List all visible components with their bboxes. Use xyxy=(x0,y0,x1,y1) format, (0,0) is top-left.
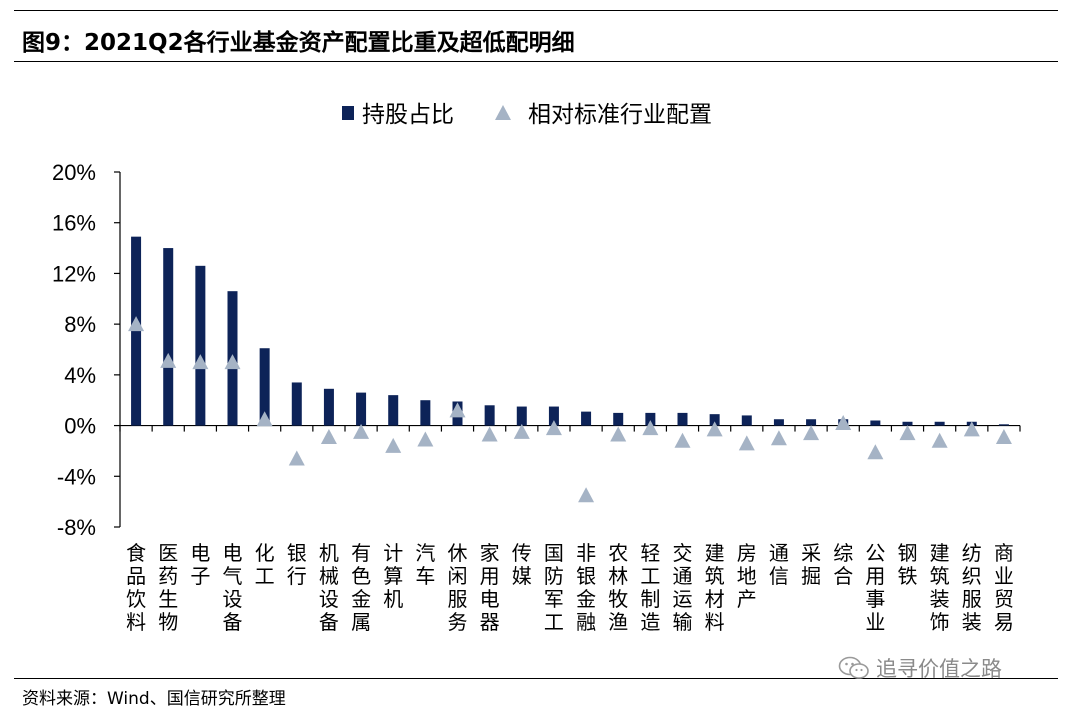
bar xyxy=(998,424,1009,426)
legend-label-triangle: 相对标准行业配置 xyxy=(528,102,712,128)
triangle-marker xyxy=(320,428,337,444)
category-label: 传媒 xyxy=(512,541,532,588)
y-tick-label: 12% xyxy=(52,261,96,286)
bar xyxy=(645,412,656,426)
triangle-marker xyxy=(642,420,659,436)
category-label: 商业贸易 xyxy=(994,541,1014,634)
category-label: 化工 xyxy=(255,541,275,588)
triangle-marker xyxy=(513,423,530,439)
bar xyxy=(613,412,624,426)
triangle-marker xyxy=(417,431,434,447)
triangle-marker xyxy=(738,435,755,451)
category-label: 非银金融 xyxy=(576,541,596,634)
triangle-marker xyxy=(128,316,145,332)
triangle-marker xyxy=(481,426,498,442)
triangle-marker xyxy=(995,428,1012,444)
triangle-marker xyxy=(867,444,884,460)
y-tick-label: 16% xyxy=(52,211,96,236)
bar xyxy=(356,392,367,426)
triangle-marker xyxy=(385,437,402,453)
bar xyxy=(195,265,206,426)
category-label: 建筑装饰 xyxy=(930,541,950,634)
bar xyxy=(291,382,302,426)
footer-divider xyxy=(14,678,1058,679)
category-label: 食品饮料 xyxy=(126,541,146,634)
category-label: 休闲服务 xyxy=(448,541,468,634)
legend-swatch-bar xyxy=(342,106,354,120)
legend-swatch-triangle xyxy=(495,105,511,120)
y-tick-label: 0% xyxy=(64,414,96,439)
y-tick-label: -8% xyxy=(57,515,96,540)
triangle-marker xyxy=(192,354,209,370)
bar xyxy=(259,348,270,426)
category-label: 电子 xyxy=(190,541,210,588)
bar xyxy=(741,415,752,426)
bar xyxy=(934,421,945,426)
triangle-marker xyxy=(288,450,305,466)
y-tick-label: 4% xyxy=(64,363,96,388)
bar xyxy=(388,395,399,426)
title-bar: 图9：2021Q2各行业基金资产配置比重及超低配明细 xyxy=(14,10,1058,62)
triangle-marker xyxy=(963,421,980,437)
category-label: 医药生物 xyxy=(158,541,178,634)
category-label: 采掘 xyxy=(801,541,821,588)
watermark-text: 追寻价值之路 xyxy=(876,657,1002,681)
bar xyxy=(806,419,817,426)
bar xyxy=(870,420,881,426)
category-label: 家用电器 xyxy=(480,541,500,634)
triangle-marker xyxy=(449,402,466,418)
y-tick-label: 8% xyxy=(64,312,96,337)
category-label: 汽车 xyxy=(415,541,435,588)
category-label: 银行 xyxy=(287,541,307,588)
category-label: 国防军工 xyxy=(544,541,564,634)
category-label: 公用事业 xyxy=(865,541,885,634)
triangle-marker xyxy=(160,352,177,368)
bar xyxy=(709,414,720,426)
category-label: 机械设备 xyxy=(319,541,339,634)
triangle-marker xyxy=(224,354,241,370)
triangle-marker xyxy=(578,487,595,503)
triangle-marker xyxy=(835,415,852,431)
bar xyxy=(420,400,431,426)
bar xyxy=(548,406,559,426)
category-label: 房地产 xyxy=(737,541,757,611)
bar xyxy=(484,405,495,426)
category-label: 计算机 xyxy=(383,541,403,611)
category-label: 轻工制造 xyxy=(640,541,660,634)
triangle-marker xyxy=(674,432,691,448)
y-tick-label: -4% xyxy=(57,464,96,489)
triangle-marker xyxy=(353,423,370,439)
bar xyxy=(516,406,527,426)
legend-label-bar: 持股占比 xyxy=(362,102,454,128)
chart-title: 图9：2021Q2各行业基金资产配置比重及超低配明细 xyxy=(22,30,575,56)
bar xyxy=(581,411,592,426)
category-label: 纺织服装 xyxy=(962,541,982,634)
triangle-marker xyxy=(256,411,273,427)
source-note: 资料来源：Wind、国信研究所整理 xyxy=(22,689,286,709)
bar xyxy=(323,388,334,426)
category-label: 有色金属 xyxy=(351,541,371,634)
triangle-marker xyxy=(803,425,820,441)
triangle-marker xyxy=(545,420,562,436)
category-label: 交通运输 xyxy=(673,541,693,634)
triangle-marker xyxy=(706,421,723,437)
bar xyxy=(163,248,174,426)
triangle-marker xyxy=(770,430,787,446)
category-label: 综合 xyxy=(833,541,853,588)
category-label: 钢铁 xyxy=(898,541,918,588)
bar xyxy=(902,421,913,426)
category-label: 农林牧渔 xyxy=(608,541,628,634)
y-tick-label: 20% xyxy=(52,160,96,185)
triangle-marker xyxy=(931,432,948,448)
bar xyxy=(677,412,688,426)
watermark: 追寻价值之路 xyxy=(838,653,1002,683)
wechat-icon xyxy=(838,656,869,679)
bar xyxy=(773,419,784,426)
category-label: 建筑材料 xyxy=(705,541,725,634)
triangle-marker xyxy=(899,425,916,441)
category-label: 电气设备 xyxy=(223,541,243,634)
triangle-marker xyxy=(610,426,627,442)
category-label: 通信 xyxy=(769,541,789,588)
